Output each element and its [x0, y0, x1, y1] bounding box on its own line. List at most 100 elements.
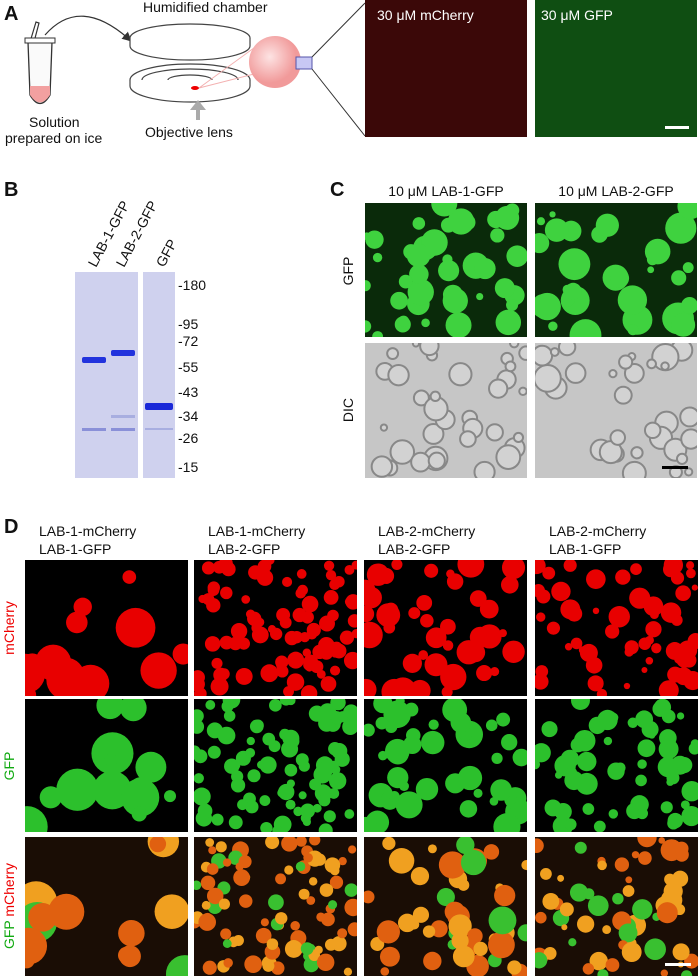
droplet [418, 650, 429, 660]
droplet [479, 599, 499, 619]
droplet [618, 354, 634, 370]
droplet [658, 837, 666, 844]
droplet [235, 862, 244, 871]
droplet [596, 688, 608, 696]
objective-label: Objective lens [145, 124, 233, 140]
droplet [490, 667, 500, 677]
arrow [44, 15, 132, 42]
droplet [343, 967, 353, 976]
droplet [372, 331, 384, 337]
droplet [419, 343, 440, 357]
droplet [671, 313, 696, 337]
droplet [319, 703, 337, 721]
droplet [676, 757, 693, 774]
lane-label: GFP [153, 236, 181, 269]
droplet [135, 751, 167, 783]
droplet [259, 795, 271, 806]
droplet [595, 213, 619, 237]
droplet [494, 884, 516, 907]
droplet [295, 861, 306, 872]
droplet [327, 609, 339, 622]
micrograph [25, 560, 188, 696]
droplet [661, 709, 676, 724]
droplet [309, 837, 321, 846]
droplet [298, 791, 307, 800]
droplet [535, 952, 548, 969]
droplet [496, 712, 511, 727]
droplet [329, 875, 344, 889]
droplet [674, 654, 684, 664]
droplet [491, 752, 503, 764]
droplet [306, 896, 316, 905]
droplet [73, 597, 92, 617]
droplet [337, 928, 348, 939]
droplet [285, 799, 296, 810]
droplet [689, 788, 698, 799]
droplet [410, 451, 431, 473]
droplet [535, 743, 551, 763]
droplet [488, 378, 509, 399]
zoom-lines [198, 44, 263, 89]
droplet [104, 753, 118, 767]
droplet [608, 606, 630, 628]
droplet [237, 799, 248, 811]
droplet [410, 866, 430, 886]
marker-label: -72 [178, 333, 198, 349]
droplet [621, 942, 642, 962]
droplet [670, 571, 685, 585]
droplet [330, 665, 341, 676]
droplet [219, 635, 234, 650]
droplet [206, 863, 219, 875]
droplet [635, 774, 647, 787]
marker-label: -15 [178, 459, 198, 475]
droplet [645, 635, 654, 645]
droplet [218, 668, 230, 680]
droplet [221, 561, 236, 577]
droplet [387, 363, 410, 387]
droplet [365, 232, 371, 241]
droplet [275, 873, 287, 885]
micrograph [535, 699, 698, 832]
droplet [48, 893, 85, 930]
droplet [237, 844, 247, 854]
droplet [286, 699, 296, 706]
droplet [275, 912, 288, 925]
droplet [422, 925, 436, 938]
droplet [295, 837, 307, 847]
droplet [412, 906, 430, 923]
droplet [456, 837, 475, 855]
column-label: LAB-2-GFP [378, 541, 450, 557]
scale-bar [665, 126, 689, 129]
droplet [194, 773, 204, 784]
droplet [344, 883, 357, 897]
droplet [319, 883, 334, 897]
droplet [495, 444, 522, 470]
droplet [440, 618, 456, 635]
droplet [448, 914, 472, 938]
droplet [323, 590, 339, 605]
droplet [476, 292, 484, 301]
droplet [436, 888, 455, 907]
droplet [564, 282, 582, 300]
droplet [376, 920, 400, 944]
droplet [364, 605, 375, 623]
droplet [201, 561, 216, 575]
droplet [564, 362, 587, 384]
droplet [558, 248, 591, 281]
droplet [424, 563, 439, 578]
droplet [296, 569, 307, 579]
droplet [202, 960, 217, 975]
droplet [301, 595, 319, 613]
droplet [588, 716, 606, 735]
droplet [429, 390, 441, 403]
droplet [474, 258, 496, 280]
droplet [204, 636, 221, 652]
droplet [637, 837, 657, 848]
droplet [339, 630, 355, 645]
droplet [404, 702, 419, 717]
droplet [586, 569, 606, 589]
droplet [364, 816, 379, 832]
droplet [544, 218, 569, 242]
column-label: LAB-1-mCherry [208, 523, 305, 539]
droplet [376, 603, 401, 628]
